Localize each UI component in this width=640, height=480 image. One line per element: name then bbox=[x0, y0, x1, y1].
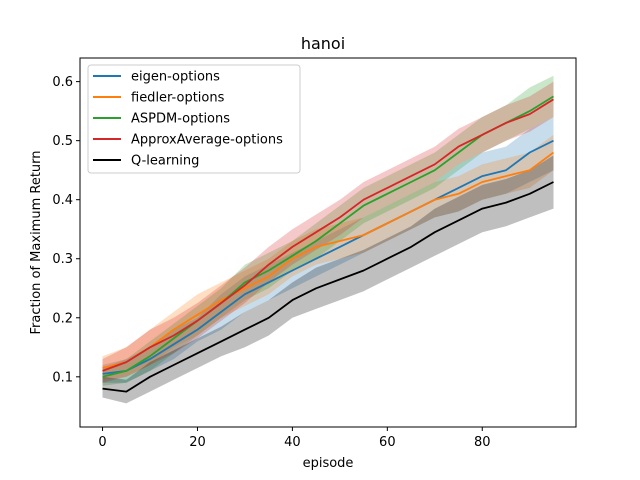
series-line-4 bbox=[102, 181, 554, 393]
legend-box bbox=[87, 64, 301, 174]
y-axis-label: Fraction of Maximum Return bbox=[29, 150, 44, 334]
x-tick-label: 80 bbox=[474, 435, 491, 450]
series-line-0 bbox=[102, 139, 554, 375]
series-line-3 bbox=[102, 98, 554, 372]
y-axis: 0.1 0.2 0.3 0.4 0.5 0.6 bbox=[52, 75, 80, 385]
legend-label-0: eigen-options bbox=[131, 70, 220, 85]
y-tick-label: 0.1 bbox=[52, 370, 73, 385]
legend: eigen-options fiedler-options ASPDM-option… bbox=[87, 64, 301, 174]
series-line-1 bbox=[102, 151, 555, 369]
legend-label-1: fiedler-options bbox=[131, 91, 225, 106]
x-tick-label: 40 bbox=[284, 435, 301, 450]
y-tick-label: 0.5 bbox=[52, 134, 73, 149]
legend-label-2: ASPDM-options bbox=[131, 112, 230, 127]
y-tick-label: 0.3 bbox=[52, 252, 73, 267]
x-axis-label: episode bbox=[303, 456, 354, 471]
y-tick-label: 0.4 bbox=[52, 193, 73, 208]
series-lines bbox=[102, 95, 555, 393]
legend-label-4: Q-learning bbox=[131, 154, 199, 169]
y-tick-label: 0.6 bbox=[52, 75, 73, 90]
plot-frame bbox=[79, 57, 577, 428]
chart-title: hanoi bbox=[301, 34, 345, 53]
x-axis: 0 20 40 60 80 bbox=[98, 427, 491, 450]
band-4 bbox=[102, 155, 554, 404]
x-tick-label: 0 bbox=[98, 435, 106, 450]
y-tick-label: 0.2 bbox=[52, 311, 73, 326]
x-tick-label: 60 bbox=[379, 435, 396, 450]
x-tick-label: 20 bbox=[189, 435, 206, 450]
legend-label-3: ApproxAverage-options bbox=[131, 133, 283, 148]
